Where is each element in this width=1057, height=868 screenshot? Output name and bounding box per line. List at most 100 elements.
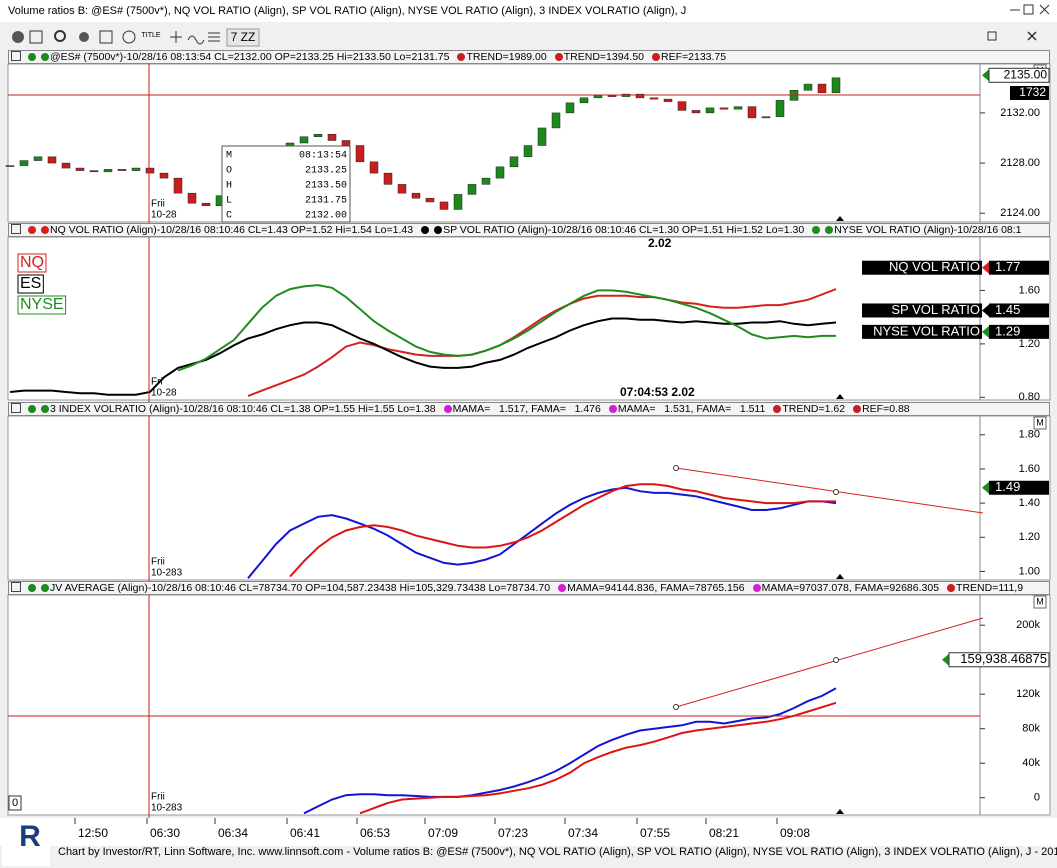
- close-box: [11, 224, 21, 234]
- ohlc-value: 2132.00: [305, 211, 347, 222]
- candle: [19, 160, 29, 166]
- candle: [341, 140, 351, 146]
- ohlc-key: O: [226, 166, 232, 177]
- candle: [355, 145, 365, 163]
- candle: [551, 112, 561, 129]
- header-text: MAMA=94144.836, FAMA=78765.156: [567, 582, 745, 594]
- header-text: MAMA= 1.517, FAMA= 1.476: [452, 403, 601, 415]
- plot-area: [7, 63, 1051, 223]
- candle: [607, 95, 617, 97]
- price-box: [989, 480, 1049, 495]
- price-arrow: [942, 653, 949, 666]
- tool-zoom-box[interactable]: [226, 28, 260, 47]
- tool-zoom-label[interactable]: 7 ZZ: [231, 30, 256, 44]
- zero-box: [8, 795, 22, 811]
- price-name-box: [862, 303, 982, 318]
- ohlc-key: L: [226, 196, 232, 207]
- header-text: REF=0.88: [862, 403, 910, 415]
- logo-bg: [2, 820, 50, 866]
- status-dot: [443, 405, 452, 413]
- header-text: NQ VOL RATIO (Align)-10/28/16 08:10:46 C…: [50, 224, 414, 236]
- tool-settings[interactable]: [79, 32, 89, 42]
- m-button[interactable]: M: [1036, 596, 1044, 606]
- x-tick-label: 12:50: [78, 826, 108, 840]
- y-tick-label: 2124.00: [1000, 207, 1040, 219]
- header-text: 3 INDEX VOLRATIO (Align)-10/28/16 08:10:…: [50, 403, 436, 415]
- status-dot: [773, 405, 782, 413]
- candle: [579, 97, 589, 104]
- x-tick-label: 07:09: [428, 826, 458, 840]
- candle: [691, 110, 701, 114]
- y-tick-label: 1.80: [1019, 429, 1040, 441]
- status-dot: [457, 53, 466, 61]
- pane: 200k160k120k80k40k0Frii10-283M159,938.46…: [7, 594, 1051, 816]
- tool-clock[interactable]: [122, 30, 136, 44]
- price-value: 1.49: [995, 479, 1020, 494]
- y-tick-label: 1.60: [1019, 284, 1040, 296]
- price-name: NQ VOL RATIO: [889, 259, 980, 274]
- plot-area: [7, 594, 1051, 816]
- candle: [369, 161, 379, 174]
- price-arrow: [982, 261, 989, 274]
- session-marker: Fri: [151, 377, 163, 388]
- candle: [537, 127, 547, 146]
- ohlc-box: [221, 145, 351, 223]
- tool-pie[interactable]: [12, 31, 24, 43]
- status-dot: [608, 405, 617, 413]
- status-dot: [41, 584, 49, 592]
- close-button[interactable]: [1027, 31, 1037, 41]
- candle: [509, 156, 519, 168]
- x-tick-label: 06:41: [290, 826, 320, 840]
- tool-lines[interactable]: [208, 32, 220, 42]
- plot-area: [7, 415, 1051, 581]
- candle: [439, 201, 449, 210]
- tool-zoom[interactable]: [54, 30, 66, 42]
- tool-camera[interactable]: [99, 30, 113, 44]
- y-tick-label: 80k: [1022, 723, 1040, 735]
- trend-handle: [833, 657, 839, 663]
- window-title: Volume ratios B: @ES# (7500v*), NQ VOL R…: [0, 0, 1057, 22]
- candle: [47, 156, 57, 164]
- candle: [145, 167, 155, 174]
- x-tick-label: 07:23: [498, 826, 528, 840]
- pane-header: JV AVERAGE (Align)-10/28/16 08:10:46 CL=…: [8, 581, 1050, 595]
- series-line: [289, 483, 836, 578]
- status-dot: [41, 226, 49, 234]
- ohlc-value: 2133.50: [305, 181, 347, 192]
- tool-chart[interactable]: [29, 30, 43, 44]
- m-button[interactable]: M: [1036, 417, 1044, 427]
- tool-crosshair[interactable]: [170, 31, 182, 43]
- price-arrow: [982, 481, 989, 494]
- tool-title[interactable]: TITLE: [141, 32, 160, 39]
- maximize-button[interactable]: [1023, 4, 1034, 15]
- price-name: SP VOL RATIO: [891, 302, 980, 317]
- candle: [523, 145, 533, 158]
- restore-button[interactable]: [987, 31, 997, 41]
- ohlc-key: C: [226, 211, 232, 222]
- ohlc-value: 2131.75: [305, 196, 347, 207]
- series-line: [247, 486, 837, 579]
- session-marker: Frii: [151, 792, 165, 803]
- candle: [453, 194, 463, 210]
- window-close[interactable]: [1039, 4, 1050, 15]
- price-arrow: [982, 69, 989, 82]
- candle: [705, 107, 715, 114]
- bar-countdown: 1732: [1019, 85, 1046, 99]
- y-tick-label: 1.20: [1019, 338, 1040, 350]
- header-text: SP VOL RATIO (Align)-10/28/16 08:10:46 C…: [443, 224, 805, 236]
- candle: [747, 106, 757, 119]
- candle: [75, 167, 85, 171]
- price-box: [948, 652, 1050, 668]
- trend-handle: [833, 489, 839, 495]
- status-dot: [28, 53, 36, 61]
- status-dot: [652, 53, 661, 61]
- tool-wave[interactable]: [187, 35, 205, 45]
- series-line: [303, 687, 837, 815]
- candle: [775, 100, 785, 117]
- candle: [411, 192, 421, 199]
- series-line: [247, 288, 837, 397]
- header-text: JV AVERAGE (Align)-10/28/16 08:10:46 CL=…: [50, 582, 551, 594]
